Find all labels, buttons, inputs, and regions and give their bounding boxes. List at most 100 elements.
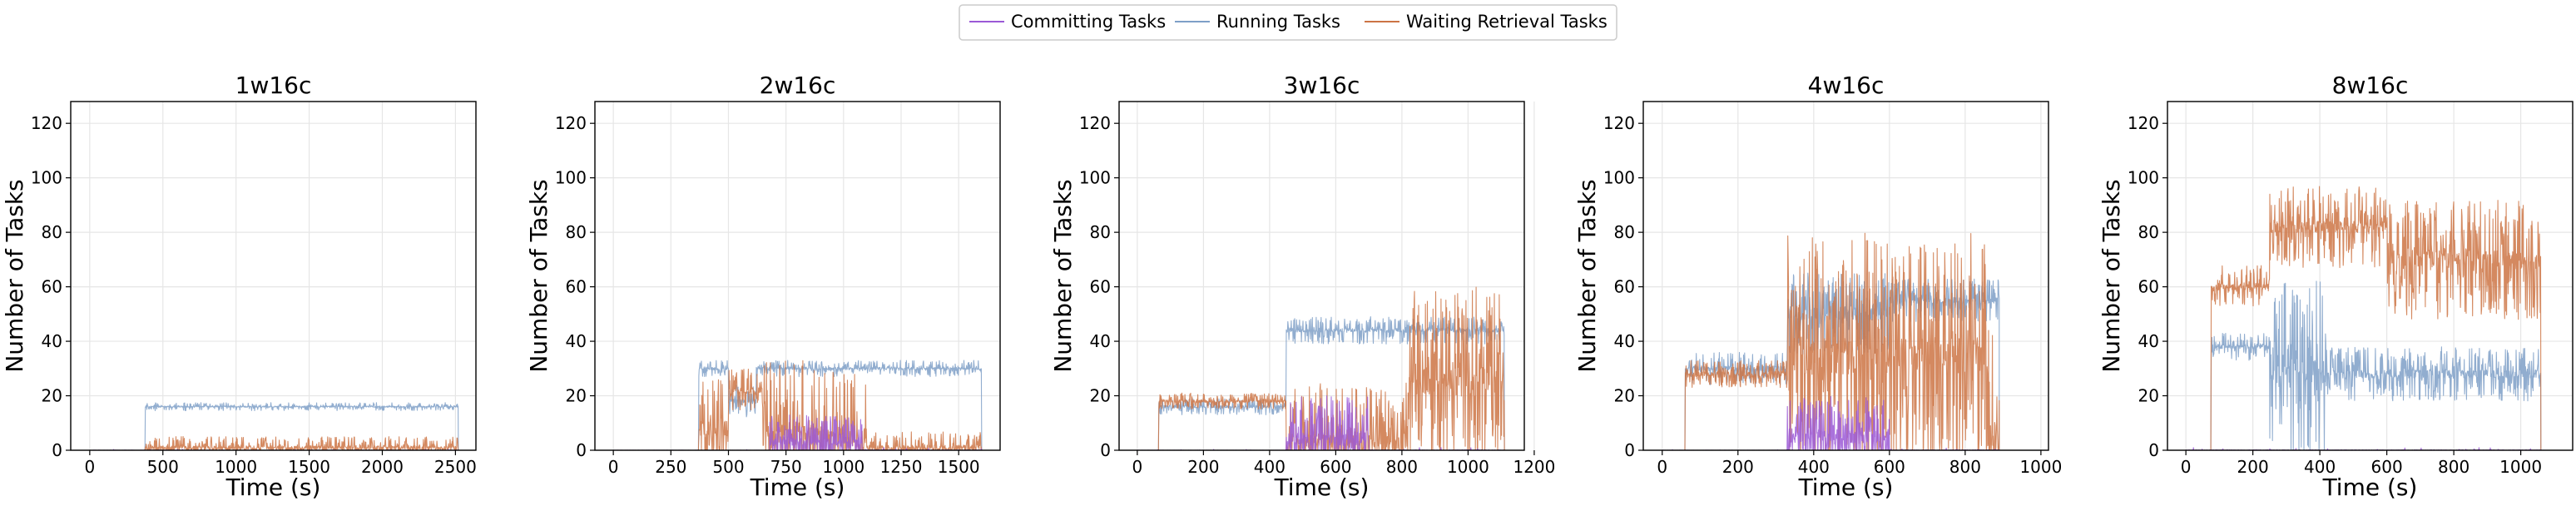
x-tick-label: 1000 <box>215 457 257 477</box>
y-tick-label: 80 <box>566 222 587 242</box>
x-tick-label: 600 <box>1320 457 1351 477</box>
panel-8w16c: 0 200 400 600 800 1000 0 20 40 60 80 100 120 8w16c Tim… <box>2098 72 2574 501</box>
x-axis-label: Time (s) <box>1798 474 1894 501</box>
legend-label-running: Running Tasks <box>1216 12 1340 32</box>
plot-area <box>71 102 476 450</box>
y-tick-label: 40 <box>1090 331 1111 351</box>
y-tick-label: 20 <box>1090 386 1111 406</box>
y-tick-label: 40 <box>42 331 62 351</box>
plot-frame <box>1118 101 1525 451</box>
x-axis-label: Time (s) <box>750 474 845 501</box>
series-line-waiting-retrieval-tasks <box>613 360 983 450</box>
y-tick-label: 20 <box>2138 386 2159 406</box>
y-tick-label: 80 <box>1090 222 1111 242</box>
y-tick-label: 20 <box>566 386 587 406</box>
x-tick-label: 0 <box>2181 457 2192 477</box>
legend-label-committing: Committing Tasks <box>1011 12 1166 32</box>
x-tick-label: 1000 <box>2499 457 2542 477</box>
y-tick-label: 80 <box>2138 222 2159 242</box>
x-tick-label: 400 <box>2304 457 2336 477</box>
x-tick-label: 400 <box>1254 457 1286 477</box>
panel-title: 8w16c <box>2332 72 2409 99</box>
y-tick-label: 60 <box>566 277 587 297</box>
y-tick-label: 100 <box>1603 168 1635 188</box>
x-tick-label: 500 <box>712 457 744 477</box>
x-tick-label: 600 <box>1874 457 1905 477</box>
x-tick-label: 0 <box>608 457 619 477</box>
x-tick-label: 800 <box>1386 457 1418 477</box>
y-tick-label: 120 <box>1603 113 1635 133</box>
y-tick-label: 80 <box>1614 222 1635 242</box>
x-tick-label: 1500 <box>288 457 330 477</box>
y-axis-label: Number of Tasks <box>1573 179 1601 372</box>
series-line-waiting-retrieval-tasks <box>1662 232 2000 450</box>
x-axis-label: Time (s) <box>225 474 321 501</box>
y-tick-label: 120 <box>31 113 62 133</box>
x-axis-label: Time (s) <box>2322 474 2418 501</box>
y-tick-label: 0 <box>1624 440 1635 460</box>
series-group <box>2186 186 2545 450</box>
plot-frame <box>2167 101 2574 451</box>
x-tick-label: 1000 <box>822 457 864 477</box>
y-tick-label: 100 <box>2128 168 2159 188</box>
y-tick-label: 0 <box>2148 440 2159 460</box>
y-axis-label: Number of Tasks <box>2098 179 2125 372</box>
y-tick-label: 100 <box>31 168 62 188</box>
y-tick-label: 20 <box>42 386 62 406</box>
x-tick-label: 500 <box>147 457 179 477</box>
y-axis-label: Number of Tasks <box>1049 179 1077 372</box>
y-tick-label: 120 <box>1079 113 1111 133</box>
panel-3w16c: 0 200 400 600 800 1000 1200 0 20 40 60 80 100 120 3w16… <box>1049 72 1555 501</box>
legend-frame <box>959 4 1617 41</box>
x-tick-label: 750 <box>770 457 802 477</box>
x-tick-label: 600 <box>2371 457 2403 477</box>
series-line-running-tasks <box>89 402 459 450</box>
x-tick-label: 0 <box>84 457 95 477</box>
x-tick-label: 1250 <box>880 457 923 477</box>
series-line-running-tasks <box>2186 280 2542 450</box>
x-tick-label: 800 <box>1949 457 1981 477</box>
x-tick-label: 0 <box>1657 457 1667 477</box>
x-tick-label: 0 <box>1132 457 1142 477</box>
x-tick-label: 250 <box>655 457 686 477</box>
legend: Committing Tasks Running Tasks Waiting R… <box>959 4 1617 41</box>
x-tick-label: 200 <box>1187 457 1219 477</box>
y-tick-label: 20 <box>1614 386 1635 406</box>
x-tick-label: 200 <box>2237 457 2269 477</box>
y-tick-label: 40 <box>566 331 587 351</box>
x-tick-label: 800 <box>2438 457 2469 477</box>
y-tick-label: 100 <box>555 168 587 188</box>
panel-4w16c: 0 200 400 600 800 1000 0 20 40 60 80 100 120 4w16c Tim… <box>1573 72 2062 501</box>
series-line-running-tasks <box>1137 316 1505 450</box>
y-axis-label: Number of Tasks <box>525 179 552 372</box>
x-axis-label: Time (s) <box>1274 474 1370 501</box>
x-tick-label: 200 <box>1722 457 1754 477</box>
y-tick-label: 60 <box>2138 277 2159 297</box>
panel-title: 3w16c <box>1284 72 1360 99</box>
y-axis-label: Number of Tasks <box>1 179 28 372</box>
plot-frame <box>1642 101 2049 451</box>
series-line-running-tasks <box>613 360 983 450</box>
series-line-waiting-retrieval-tasks <box>89 436 459 450</box>
plot-frame <box>594 101 1001 451</box>
panel-title: 1w16c <box>235 72 312 99</box>
plot-area <box>595 102 1000 450</box>
x-tick-label: 1200 <box>1513 457 1555 477</box>
y-tick-label: 100 <box>1079 168 1111 188</box>
y-tick-label: 60 <box>1614 277 1635 297</box>
series-line-waiting-retrieval-tasks <box>2186 186 2542 450</box>
panel-1w16c: 0 500 1000 1500 2000 2500 0 20 40 60 80 100 120 1w16c… <box>1 72 477 501</box>
y-tick-label: 120 <box>2128 113 2159 133</box>
x-tick-label: 1500 <box>938 457 980 477</box>
x-tick-label: 2500 <box>434 457 477 477</box>
y-tick-label: 120 <box>555 113 587 133</box>
y-tick-label: 80 <box>42 222 62 242</box>
legend-label-waiting: Waiting Retrieval Tasks <box>1406 12 1608 32</box>
y-tick-label: 0 <box>576 440 587 460</box>
panel-title: 4w16c <box>1808 72 1885 99</box>
x-tick-label: 1000 <box>2019 457 2062 477</box>
y-tick-label: 60 <box>1090 277 1111 297</box>
y-tick-label: 0 <box>1100 440 1111 460</box>
x-tick-label: 400 <box>1798 457 1830 477</box>
